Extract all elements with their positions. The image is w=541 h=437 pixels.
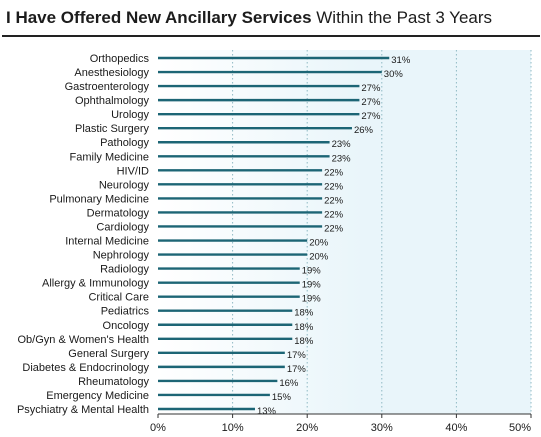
x-tick-label: 10% bbox=[222, 422, 244, 434]
category-label: Internal Medicine bbox=[65, 236, 149, 248]
category-label: Critical Care bbox=[88, 292, 149, 304]
value-label: 15% bbox=[272, 392, 292, 403]
value-label: 16% bbox=[279, 378, 299, 389]
value-label: 22% bbox=[324, 167, 344, 178]
x-tick-label: 0% bbox=[150, 422, 166, 434]
category-label: General Surgery bbox=[68, 348, 149, 360]
value-label: 23% bbox=[332, 153, 352, 164]
value-label: 27% bbox=[361, 97, 381, 108]
value-label: 17% bbox=[287, 364, 307, 375]
category-label: Emergency Medicine bbox=[46, 390, 149, 402]
x-tick-label: 50% bbox=[509, 422, 531, 434]
category-label: Dermatology bbox=[87, 207, 150, 219]
value-label: 30% bbox=[384, 69, 404, 80]
value-label: 17% bbox=[287, 350, 307, 361]
value-label: 26% bbox=[354, 125, 374, 136]
category-label: HIV/ID bbox=[117, 165, 149, 177]
category-label: Psychiatry & Mental Health bbox=[17, 404, 149, 416]
value-label: 18% bbox=[294, 308, 314, 319]
x-tick-label: 20% bbox=[296, 422, 318, 434]
category-label: Pathology bbox=[100, 137, 149, 149]
category-label: Allergy & Immunology bbox=[42, 278, 149, 290]
x-tick-label: 40% bbox=[445, 422, 467, 434]
value-label: 23% bbox=[332, 139, 352, 150]
value-label: 18% bbox=[294, 336, 314, 347]
category-label: Family Medicine bbox=[70, 151, 149, 163]
category-label: Cardiology bbox=[96, 221, 149, 233]
x-tick-label: 30% bbox=[371, 422, 393, 434]
plot-background bbox=[158, 50, 531, 414]
category-label: Urology bbox=[111, 109, 149, 121]
value-label: 19% bbox=[302, 280, 322, 291]
category-label: Pediatrics bbox=[101, 306, 150, 318]
category-label: Anesthesiology bbox=[74, 67, 149, 79]
chart-title-bold: I Have Offered New Ancillary Services bbox=[6, 8, 312, 27]
category-label: Nephrology bbox=[93, 250, 150, 262]
category-label: Orthopedics bbox=[90, 53, 150, 65]
category-label: Ophthalmology bbox=[75, 95, 149, 107]
value-label: 27% bbox=[361, 83, 381, 94]
category-label: Oncology bbox=[103, 320, 150, 332]
value-label: 13% bbox=[257, 406, 277, 417]
value-label: 19% bbox=[302, 266, 322, 277]
value-label: 31% bbox=[391, 55, 411, 66]
category-label: Pulmonary Medicine bbox=[49, 193, 149, 205]
value-label: 19% bbox=[302, 294, 322, 305]
value-label: 22% bbox=[324, 181, 344, 192]
value-label: 18% bbox=[294, 322, 314, 333]
value-label: 27% bbox=[361, 111, 381, 122]
title-divider bbox=[2, 35, 540, 37]
category-label: Neurology bbox=[99, 179, 150, 191]
category-label: Radiology bbox=[100, 264, 149, 276]
category-label: Ob/Gyn & Women's Health bbox=[17, 334, 149, 346]
chart-title-normal: Within the Past 3 Years bbox=[316, 8, 493, 27]
category-label: Diabetes & Endocrinology bbox=[22, 362, 149, 374]
chart-title: I Have Offered New Ancillary Services Wi… bbox=[6, 8, 540, 38]
category-label: Rheumatology bbox=[78, 376, 149, 388]
value-label: 22% bbox=[324, 195, 344, 206]
value-label: 22% bbox=[324, 223, 344, 234]
category-label: Gastroenterology bbox=[65, 81, 150, 93]
value-label: 20% bbox=[309, 238, 329, 249]
category-label: Plastic Surgery bbox=[75, 123, 149, 135]
value-label: 22% bbox=[324, 209, 344, 220]
value-label: 20% bbox=[309, 252, 329, 263]
